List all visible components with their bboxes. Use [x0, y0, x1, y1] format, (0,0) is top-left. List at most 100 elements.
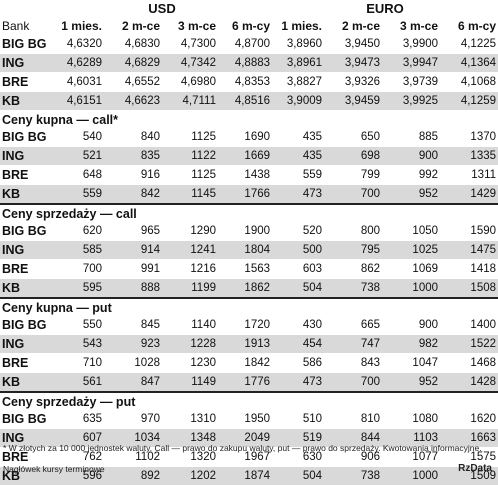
rate-value: 738: [324, 466, 383, 486]
bank-name: ING: [0, 240, 52, 260]
blank-cell: [0, 0, 52, 17]
rate-value: 900: [382, 146, 441, 166]
rate-value: 473: [272, 184, 325, 205]
rate-value: 1508: [440, 278, 498, 299]
rate-value: 454: [272, 334, 325, 354]
bank-name: BRE: [0, 447, 52, 467]
bank-name: KB: [0, 91, 52, 111]
rate-value: 473: [272, 372, 325, 393]
rate-value: 4,1068: [440, 72, 498, 92]
table-row: KB 561 847 1149 1776 473 700 952 1428: [0, 372, 498, 393]
rate-value: 1034: [104, 428, 162, 448]
rate-value: 1967: [218, 447, 273, 467]
rate-value: 900: [382, 316, 441, 335]
rate-value: 3,9326: [324, 72, 383, 92]
bank-name: BIG BG: [0, 128, 52, 147]
rate-value: 847: [104, 372, 162, 393]
rate-value: 842: [104, 184, 162, 205]
rate-value: 595: [52, 278, 104, 299]
rate-value: 4,6623: [104, 91, 162, 111]
table-row: BRE 4,6031 4,6552 4,6980 4,8353 3,8827 3,9326 3…: [0, 72, 498, 92]
rate-value: 4,8353: [218, 72, 273, 92]
bank-name: BIG BG: [0, 316, 52, 335]
rate-value: 1122: [162, 146, 218, 166]
rate-value: 1900: [218, 222, 273, 241]
footer-caption: Nagłówek kursy terminowe: [3, 464, 105, 474]
rate-value: 3,9450: [324, 35, 383, 54]
table-row: KB 595 888 1199 1862 504 738 1000 1508: [0, 278, 498, 299]
rate-value: 1563: [218, 259, 273, 279]
rate-value: 1913: [218, 334, 273, 354]
section-title: Ceny sprzedaży — put: [0, 391, 498, 410]
rate-value: 1663: [440, 428, 498, 448]
rate-value: 4,1225: [440, 35, 498, 54]
table-row: ING 521 835 1122 1669 435 698 900 1335: [0, 146, 498, 166]
column-header: 1 mies.: [281, 19, 323, 33]
rate-value: 862: [324, 259, 383, 279]
table-row: BRE 710 1028 1230 1842 586 843 1047 1468: [0, 353, 498, 373]
rate-value: 1149: [162, 372, 218, 393]
table-row: KB 559 842 1145 1766 473 700 952 1429: [0, 184, 498, 205]
rate-value: 800: [324, 222, 383, 241]
rate-value: 4,7111: [162, 91, 218, 111]
rate-value: 1620: [440, 410, 498, 429]
rate-value: 700: [324, 184, 383, 205]
rate-value: 914: [104, 240, 162, 260]
rate-value: 923: [104, 334, 162, 354]
bank-name: KB: [0, 278, 52, 299]
bank-name: ING: [0, 428, 52, 448]
rate-value: 4,1364: [440, 53, 498, 73]
table-row: ING 607 1034 1348 2049 519 844 1103 1663: [0, 428, 498, 448]
rate-value: 906: [324, 447, 383, 467]
rate-value: 1669: [218, 146, 273, 166]
rate-value: 1216: [162, 259, 218, 279]
rate-value: 4,6829: [104, 53, 162, 73]
table-row: BIG BG 550 845 1140 1720 430 665 900 1400: [0, 316, 498, 335]
rate-value: 510: [272, 410, 325, 429]
bank-name: ING: [0, 146, 52, 166]
rate-value: 648: [52, 165, 104, 185]
rate-value: 559: [52, 184, 104, 205]
rate-value: 585: [52, 240, 104, 260]
bank-name: BRE: [0, 165, 52, 185]
rate-value: 1125: [162, 165, 218, 185]
rate-value: 1428: [440, 372, 498, 393]
rate-value: 3,8827: [272, 72, 325, 92]
rate-value: 3,8961: [272, 53, 325, 73]
rate-value: 504: [272, 278, 325, 299]
rate-value: 4,1259: [440, 91, 498, 111]
rate-value: 1080: [382, 410, 441, 429]
rate-value: 2049: [218, 428, 273, 448]
rate-value: 550: [52, 316, 104, 335]
rate-value: 892: [104, 466, 162, 486]
section-title: Ceny sprzedaży — call: [0, 203, 498, 222]
rate-value: 992: [382, 165, 441, 185]
rate-value: 1125: [162, 128, 218, 147]
rate-value: 4,6320: [52, 35, 104, 54]
rate-value: 1000: [382, 466, 441, 486]
rate-value: 747: [324, 334, 383, 354]
rate-value: 4,8700: [218, 35, 273, 54]
bank-name: BRE: [0, 72, 52, 92]
rate-value: 1475: [440, 240, 498, 260]
rate-value: 561: [52, 372, 104, 393]
table-row: BRE 700 991 1216 1563 603 862 1069 1418: [0, 259, 498, 279]
rate-value: 435: [272, 128, 325, 147]
rate-value: 1468: [440, 353, 498, 373]
table-row: KB 4,6151 4,6623 4,7111 4,8516 3,9009 3,9459 3,…: [0, 91, 498, 111]
rate-value: 4,6830: [104, 35, 162, 54]
rate-value: 1311: [440, 165, 498, 185]
column-header: 3 m-ce: [177, 19, 216, 33]
rate-value: 1874: [218, 466, 273, 486]
rate-value: 952: [382, 184, 441, 205]
rate-value: 607: [52, 428, 104, 448]
rate-value: 1228: [162, 334, 218, 354]
section-title: Ceny kupna — call*: [0, 110, 498, 128]
rate-value: 559: [272, 165, 325, 185]
rate-value: 4,6031: [52, 72, 104, 92]
rate-value: 888: [104, 278, 162, 299]
table-row: ING 585 914 1241 1804 500 795 1025 1475: [0, 240, 498, 260]
rate-value: 738: [324, 278, 383, 299]
rate-value: 1429: [440, 184, 498, 205]
column-header: 2 m-ce: [121, 19, 160, 33]
